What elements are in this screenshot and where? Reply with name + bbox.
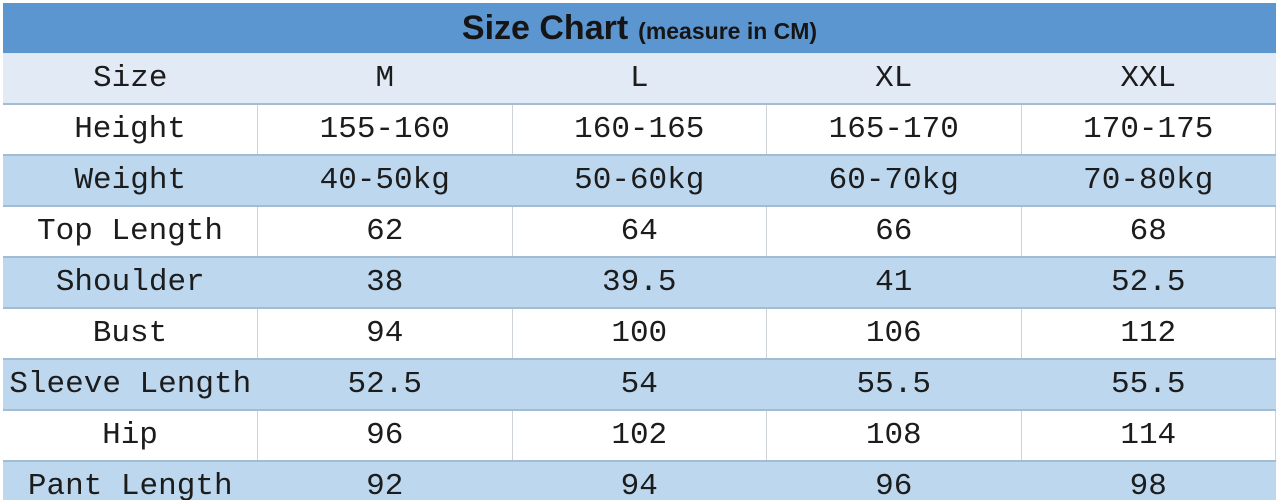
cell-value: 155-160 (257, 104, 512, 155)
table-row: Height 155-160 160-165 165-170 170-175 (3, 104, 1276, 155)
row-label: Pant Length (27, 469, 233, 500)
chart-subtitle: (measure in CM) (638, 18, 818, 44)
cell-value: 96 (875, 469, 913, 500)
cell-value: 55.5 (856, 367, 931, 402)
table-row: Pant Length 92 94 96 98 (3, 461, 1276, 500)
cell-value: 165-170 (766, 104, 1021, 155)
row-label: Hip (102, 418, 158, 453)
row-label: Bust (92, 316, 168, 351)
cell-value: 52.5 (1111, 265, 1186, 300)
cell-value: 98 (1129, 469, 1167, 500)
cell-value: 52.5 (347, 367, 422, 402)
size-table: Size M L XL XXL Height 155-160 160-165 165-170 1… (3, 53, 1276, 500)
cell-value: 70-80kg (1083, 163, 1214, 198)
table-row: Sleeve Length 52.5 54 55.5 55.5 (3, 359, 1276, 410)
cell-value: 38 (366, 265, 404, 300)
table-row: Shoulder 38 39.5 41 52.5 (3, 257, 1276, 308)
cell-value: 96 (257, 410, 512, 461)
cell-value: 62 (257, 206, 512, 257)
cell-value: 92 (366, 469, 404, 500)
chart-title-bar: Size Chart (measure in CM) (3, 3, 1276, 53)
cell-value: 50-60kg (574, 163, 705, 198)
cell-value: 108 (766, 410, 1021, 461)
column-header-size: M (375, 61, 395, 96)
cell-value: 54 (620, 367, 658, 402)
column-header-size: L (629, 61, 649, 96)
chart-title: Size Chart (461, 9, 629, 47)
cell-value: 40-50kg (319, 163, 450, 198)
table-row: Weight 40-50kg 50-60kg 60-70kg 70-80kg (3, 155, 1276, 206)
size-header-row: Size M L XL XXL (3, 53, 1276, 104)
cell-value: 64 (511, 206, 767, 257)
cell-value: 160-165 (511, 104, 767, 155)
row-label: Height (74, 112, 186, 147)
row-label: Top Length (36, 214, 224, 249)
table-row: Top Length 62 64 66 68 (3, 206, 1276, 257)
cell-value: 94 (620, 469, 658, 500)
cell-value: 66 (766, 206, 1021, 257)
cell-value: 112 (1020, 308, 1276, 359)
cell-value: 94 (257, 308, 512, 359)
size-table-body: Height 155-160 160-165 165-170 170-175 Weight… (3, 104, 1276, 500)
cell-value: 39.5 (602, 265, 677, 300)
row-label: Sleeve Length (9, 367, 252, 402)
column-header-label: Size (93, 61, 168, 96)
cell-value: 68 (1020, 206, 1276, 257)
cell-value: 60-70kg (828, 163, 959, 198)
cell-value: 106 (766, 308, 1021, 359)
row-label: Weight (74, 163, 187, 198)
column-header-size: XL (875, 61, 913, 96)
cell-value: 114 (1020, 410, 1276, 461)
cell-value: 170-175 (1020, 104, 1276, 155)
cell-value: 41 (875, 265, 913, 300)
cell-value: 55.5 (1111, 367, 1186, 402)
column-header-size: XXL (1120, 61, 1177, 96)
table-row: Bust 94 100 106 112 (3, 308, 1276, 359)
cell-value: 100 (511, 308, 767, 359)
cell-value: 102 (511, 410, 767, 461)
row-label: Shoulder (55, 265, 205, 300)
table-row: Hip 96 102 108 114 (3, 410, 1276, 461)
